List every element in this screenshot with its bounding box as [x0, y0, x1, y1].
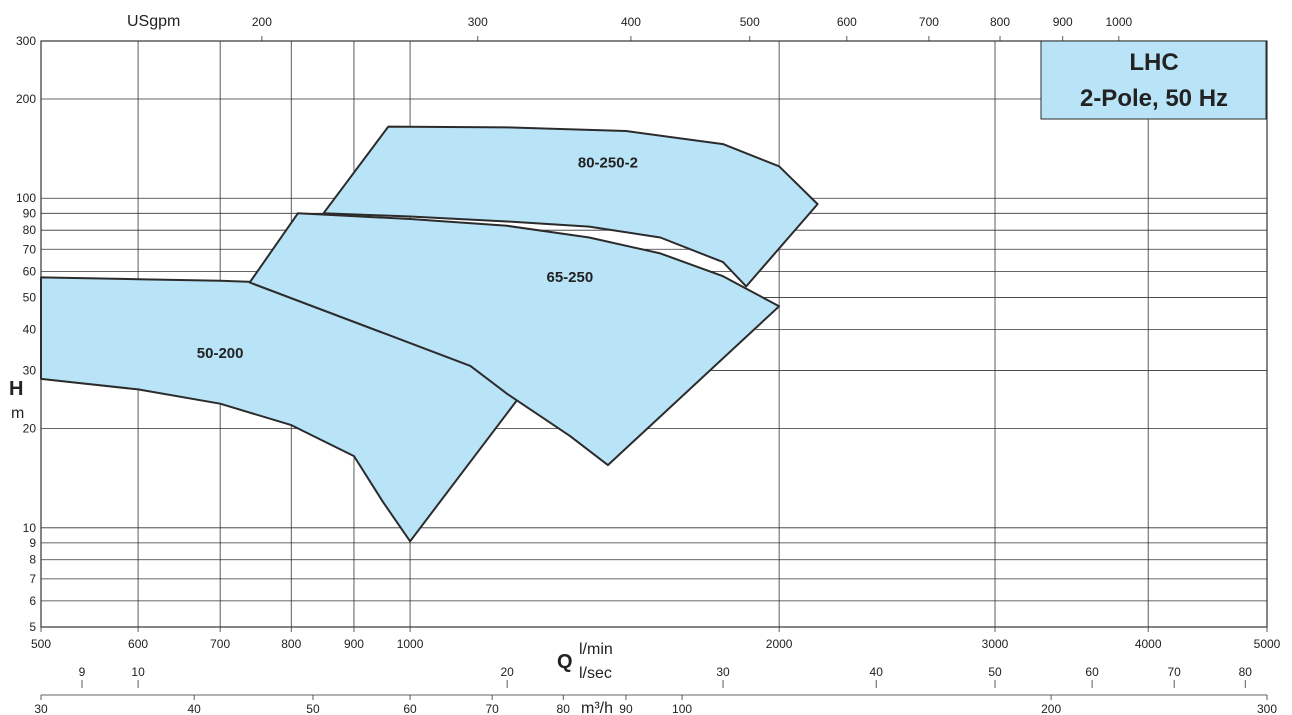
lmin-unit-label: l/min	[579, 641, 613, 658]
usgpm-tick-label: 800	[990, 15, 1010, 29]
lsec-tick-label: 60	[1085, 665, 1099, 679]
lsec-unit-label: l/sec	[579, 665, 612, 682]
y-tick-label: 30	[23, 364, 37, 378]
series-area-80-250-2	[322, 125, 819, 288]
usgpm-tick-label: 600	[837, 15, 857, 29]
lmin-tick-label: 900	[344, 637, 364, 651]
title-line-2: 2-Pole, 50 Hz	[1080, 85, 1228, 112]
m3h-tick-label: 30	[34, 702, 48, 715]
usgpm-unit-label: USgpm	[127, 13, 180, 30]
x-axis-symbol: Q	[557, 651, 573, 673]
lsec-tick-label: 50	[988, 665, 1002, 679]
usgpm-tick-label: 500	[740, 15, 760, 29]
y-tick-label: 70	[23, 242, 37, 256]
y-tick-label: 6	[29, 594, 36, 608]
axis-labels: USgpm H m Q l/min l/sec m³/h	[9, 13, 613, 715]
m3h-tick-label: 100	[672, 702, 692, 715]
lmin-tick-label: 800	[281, 637, 301, 651]
y-tick-label: 7	[29, 572, 36, 586]
plot-frame	[40, 36, 1268, 700]
y-tick-label: 80	[23, 223, 37, 237]
lmin-tick-label: 1000	[397, 637, 424, 651]
m3h-tick-label: 90	[619, 702, 633, 715]
lmin-tick-label: 5000	[1254, 637, 1281, 651]
series-label-background	[190, 344, 250, 362]
series-label-background	[569, 154, 647, 172]
series-label-50-200: 50-200	[197, 345, 244, 362]
m3h-unit-label: m³/h	[581, 700, 613, 715]
y-tick-label: 40	[23, 322, 37, 336]
usgpm-tick-label: 300	[468, 15, 488, 29]
title-line-1: LHC	[1129, 49, 1178, 76]
y-axis-symbol: H	[9, 378, 23, 400]
title-box: LHC 2-Pole, 50 Hz	[1040, 40, 1267, 120]
title-box-background	[1040, 40, 1267, 120]
y-tick-label: 100	[16, 191, 36, 205]
m3h-tick-label: 80	[557, 702, 571, 715]
series-layer: 50-200 65-250 80-250-2	[40, 125, 819, 543]
lmin-tick-label: 600	[128, 637, 148, 651]
series-label-background	[540, 269, 600, 287]
y-tick-label: 90	[23, 206, 37, 220]
y-tick-label: 200	[16, 92, 36, 106]
m3h-tick-label: 70	[485, 702, 499, 715]
y-tick-label: 9	[29, 536, 36, 550]
y-tick-label: 300	[16, 34, 36, 48]
lmin-tick-label: 500	[31, 637, 51, 651]
series-label-65-250: 65-250	[546, 269, 593, 286]
lsec-tick-label: 10	[131, 665, 145, 679]
lsec-tick-label: 40	[870, 665, 884, 679]
m3h-tick-label: 200	[1041, 702, 1061, 715]
y-tick-label: 60	[23, 264, 37, 278]
lsec-tick-label: 30	[716, 665, 730, 679]
lsec-tick-label: 20	[500, 665, 514, 679]
series-area-65-250	[248, 212, 781, 467]
m3h-tick-label: 300	[1257, 702, 1277, 715]
lsec-tick-label: 80	[1239, 665, 1253, 679]
m3h-tick-label: 40	[187, 702, 201, 715]
usgpm-tick-label: 700	[919, 15, 939, 29]
y-tick-label: 8	[29, 553, 36, 567]
y-tick-label: 5	[29, 620, 36, 634]
y-tick-label: 10	[23, 521, 37, 535]
lsec-tick-label: 70	[1167, 665, 1181, 679]
m3h-tick-label: 60	[403, 702, 417, 715]
usgpm-tick-label: 400	[621, 15, 641, 29]
y-tick-label: 20	[23, 422, 37, 436]
y-axis-unit: m	[11, 405, 24, 422]
lmin-tick-label: 700	[210, 637, 230, 651]
usgpm-tick-label: 1000	[1105, 15, 1132, 29]
m3h-tick-label: 50	[306, 702, 320, 715]
y-tick-label: 50	[23, 290, 37, 304]
lmin-tick-label: 3000	[982, 637, 1009, 651]
plot-border	[40, 40, 1268, 628]
usgpm-tick-label: 900	[1053, 15, 1073, 29]
series-label-80-250-2: 80-250-2	[578, 154, 638, 171]
lmin-tick-label: 2000	[766, 637, 793, 651]
lsec-tick-label: 9	[79, 665, 86, 679]
usgpm-tick-label: 200	[252, 15, 272, 29]
lmin-tick-label: 4000	[1135, 637, 1162, 651]
